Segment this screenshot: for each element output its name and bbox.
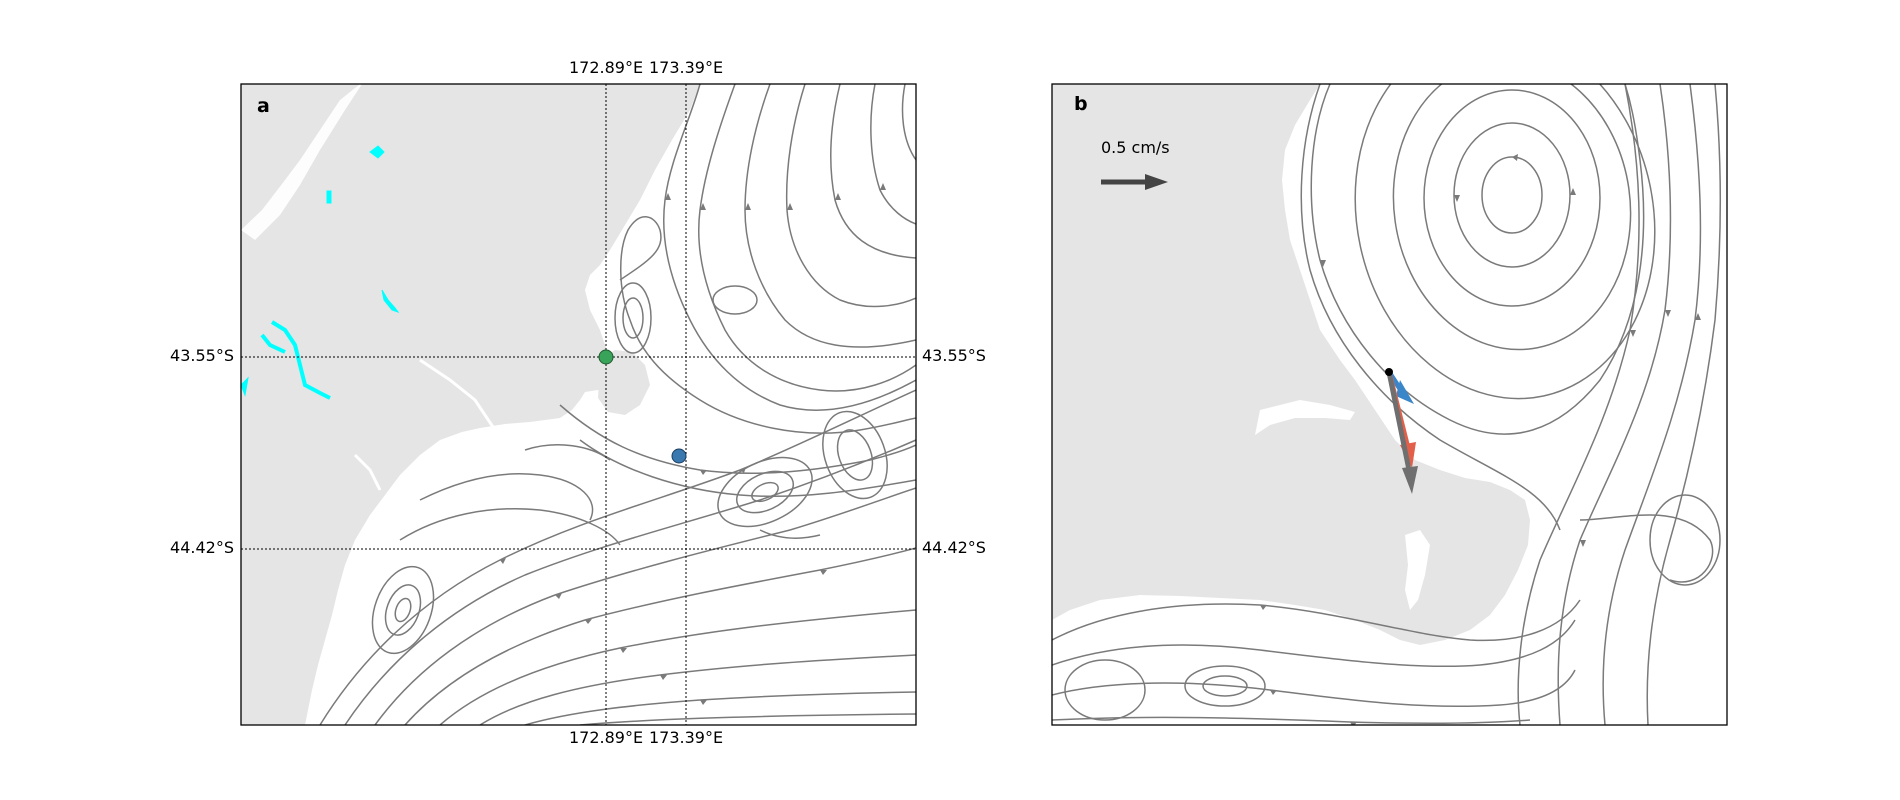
eddy [1392, 84, 1632, 351]
streamline [1602, 84, 1702, 725]
panel-b-streamlines [1052, 84, 1721, 725]
eddy [1184, 665, 1266, 707]
lakes [241, 145, 400, 400]
lake-2 [326, 190, 332, 204]
top-lon-label-1: 172.89°E [569, 58, 643, 77]
bottom-lon-label-2: 173.39°E [649, 728, 723, 747]
panel-b-inlet [1255, 400, 1355, 435]
streamline [579, 439, 916, 498]
vector-blue-head [1396, 380, 1414, 404]
streamline [1310, 84, 1645, 435]
eddy [622, 297, 644, 339]
streamline [524, 444, 611, 461]
vector-gray [1386, 371, 1412, 471]
eddy [736, 470, 794, 514]
streamline [759, 529, 821, 540]
streamline [559, 404, 916, 475]
panel-a: a 172.89°E 173.39°E 172.89°E 173.39°E 43… [170, 58, 986, 747]
streamline [1052, 669, 1576, 708]
eddy [371, 565, 435, 655]
scale-arrow-head [1145, 174, 1168, 190]
vector-origin [1385, 368, 1393, 376]
eddy [1202, 675, 1248, 697]
panel-a-streamlines [319, 84, 916, 725]
eddy [717, 456, 813, 528]
panel-a-land [241, 84, 700, 725]
streamline [1579, 514, 1714, 583]
velocity-vectors [1385, 368, 1418, 494]
right-lat-label-2: 44.42°S [922, 538, 986, 557]
streamline [524, 691, 916, 725]
eddy [712, 285, 758, 315]
eddy [1423, 89, 1601, 307]
lake-6 [241, 376, 249, 397]
lake-5 [260, 333, 286, 354]
streamline [870, 84, 916, 225]
eddy [384, 584, 422, 636]
panel-b-frame [1051, 83, 1728, 726]
river-line [419, 358, 497, 431]
panel-a-gridlines [241, 84, 916, 725]
river-line-2 [353, 453, 382, 491]
streamline [404, 547, 916, 725]
streamline [1052, 599, 1581, 642]
eddy [1649, 494, 1721, 586]
panel-a-letter: a [257, 95, 270, 117]
land-inlet [241, 84, 362, 240]
streamline [419, 472, 594, 521]
panel-b-letter: b [1074, 93, 1088, 115]
right-lat-label-1: 43.55°S [922, 346, 986, 365]
streamline [374, 487, 916, 725]
panel-b-land [1052, 84, 1530, 645]
streamline [697, 84, 916, 392]
lake-3 [381, 289, 400, 313]
streamline [479, 654, 916, 725]
streamline [1517, 84, 1640, 725]
eddy [614, 282, 652, 354]
streamline [785, 84, 916, 308]
streamline [744, 84, 916, 348]
stream-arrows [500, 183, 886, 705]
streamline [901, 84, 916, 161]
panel-a-frame [240, 83, 917, 726]
panel-b: b 0.5 cm/s [1051, 83, 1728, 726]
banks-peninsula [598, 350, 650, 415]
left-lat-label-2: 44.42°S [170, 538, 234, 557]
eddy [836, 429, 874, 481]
lake-1 [369, 145, 385, 159]
stream-arrows-b [1260, 154, 1701, 725]
site-blue-marker[interactable] [671, 448, 687, 464]
bottom-lon-label-1: 172.89°E [569, 728, 643, 747]
streamline [1300, 84, 1561, 531]
left-lat-label-1: 43.55°S [170, 346, 234, 365]
eddy [1064, 659, 1146, 721]
streamline [1557, 84, 1672, 725]
top-lon-label-2: 173.39°E [649, 58, 723, 77]
streamline [662, 84, 916, 411]
streamline [1646, 84, 1721, 725]
streamline [439, 609, 916, 725]
streamline [399, 508, 621, 546]
streamline [579, 713, 916, 725]
site-green-marker[interactable] [598, 349, 614, 365]
lake-4 [270, 320, 331, 400]
panel-b-inlet-2 [1405, 530, 1430, 610]
streamline [1052, 716, 1531, 725]
eddy [1354, 84, 1656, 400]
eddy [751, 481, 779, 503]
eddy [822, 410, 888, 500]
scale-label: 0.5 cm/s [1101, 138, 1170, 157]
vector-gray-head [1402, 466, 1418, 494]
eddy [394, 597, 412, 623]
streamline [1052, 619, 1576, 668]
